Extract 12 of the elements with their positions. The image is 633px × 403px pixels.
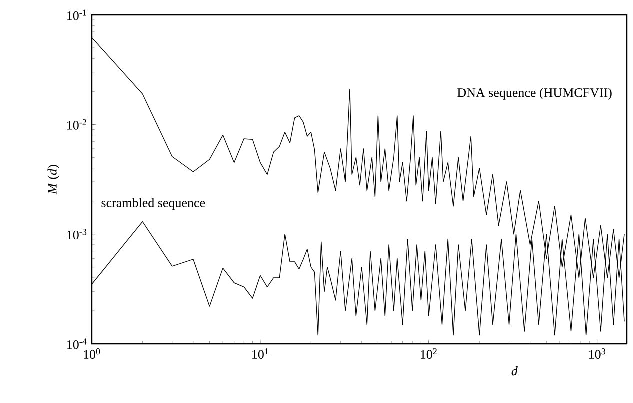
x-tick-label: 10$^{2}$: [421, 348, 437, 360]
y-axis-title: M (d): [48, 165, 60, 195]
y-tick-label: 10$^{-2}$: [68, 119, 86, 130]
y-tick-label: 10$^{-4}$: [68, 338, 87, 350]
y-tick-label: 10$^{-1}$: [68, 10, 86, 20]
x-axis-title: d: [512, 366, 518, 376]
x-tick-label: 10$^{0}$: [84, 348, 100, 360]
x-tick-label: 10$^{3}$: [589, 348, 606, 360]
text: DNA sequence (HUMCFVII): [458, 88, 612, 100]
x-tick-label: 10$^{1}$: [252, 348, 268, 360]
legend-label: scrambled sequence: [102, 198, 206, 210]
y-tick-label: 10$^{-3}$: [68, 229, 87, 240]
